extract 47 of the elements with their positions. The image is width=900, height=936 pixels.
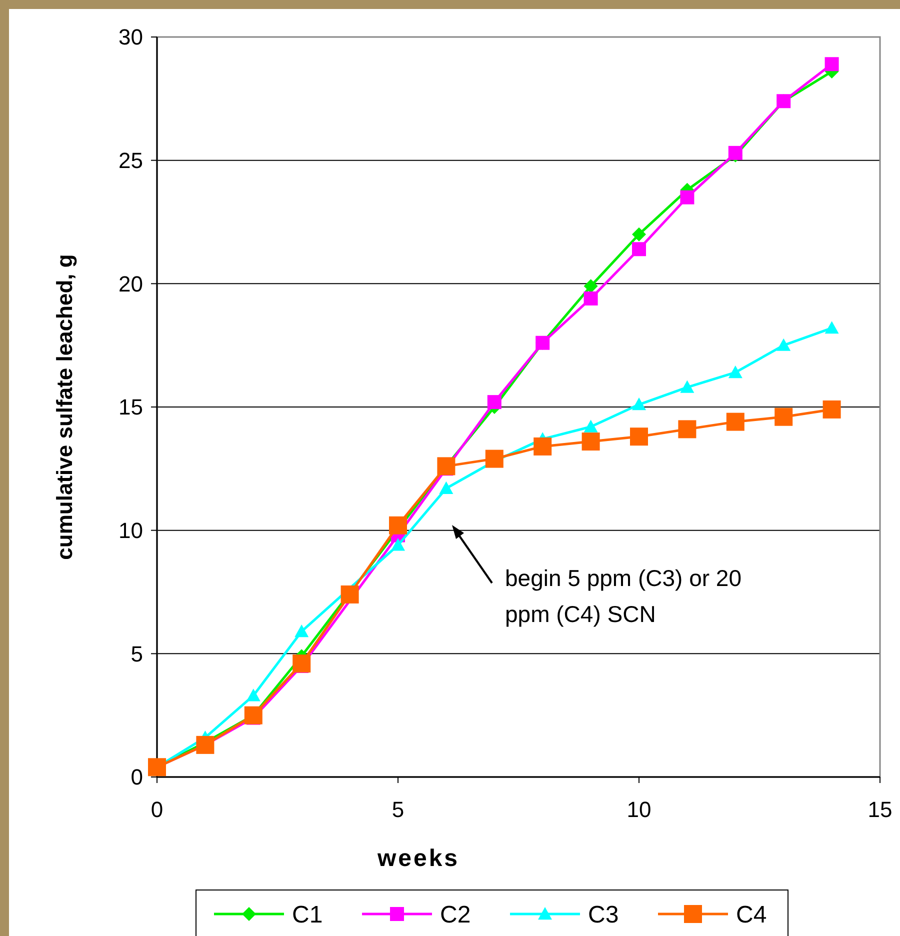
point	[389, 516, 407, 534]
point	[726, 412, 744, 431]
point	[391, 538, 405, 551]
legend-label: C4	[736, 901, 767, 928]
x-tick-label: 0	[150, 797, 164, 822]
legend-label: C3	[588, 901, 619, 928]
point	[584, 420, 598, 432]
y-axis-title: cumulative sulfate leached, g	[52, 254, 77, 560]
x-axis-title: weeks	[376, 845, 460, 872]
y-tick-label: 25	[118, 148, 143, 174]
y-tick-label: 0	[130, 764, 143, 790]
x-tick-label: 15	[868, 797, 892, 822]
point	[534, 437, 552, 456]
point	[439, 481, 454, 494]
point	[340, 585, 359, 604]
point	[824, 57, 839, 72]
y-tick-label: 15	[118, 394, 143, 420]
point	[776, 338, 791, 351]
point	[584, 279, 598, 294]
point	[584, 291, 598, 306]
point	[680, 190, 694, 204]
point	[292, 654, 311, 673]
point	[774, 408, 793, 426]
x-tick-label: 10	[626, 797, 652, 822]
point	[632, 227, 646, 242]
y-tick-label: 20	[118, 271, 143, 296]
legend-label: C2	[440, 901, 471, 928]
point	[632, 242, 646, 256]
point	[632, 398, 646, 410]
point	[246, 688, 260, 702]
point	[485, 450, 504, 468]
point	[678, 420, 696, 438]
point	[822, 400, 841, 418]
y-tick-label: 10	[118, 518, 143, 544]
y-tick-label: 30	[118, 24, 143, 50]
point	[582, 432, 600, 451]
annotation: begin 5 ppm (C3) or 20 ppm (C4) SCN	[505, 565, 742, 627]
point	[824, 321, 839, 334]
legend-label: C1	[292, 901, 323, 928]
point	[487, 395, 502, 410]
point	[680, 380, 694, 393]
point	[728, 146, 742, 160]
point	[294, 624, 309, 638]
y-tick-label: 5	[130, 641, 143, 666]
x-tick-label: 5	[392, 797, 404, 822]
point	[728, 365, 742, 378]
point	[630, 428, 648, 446]
